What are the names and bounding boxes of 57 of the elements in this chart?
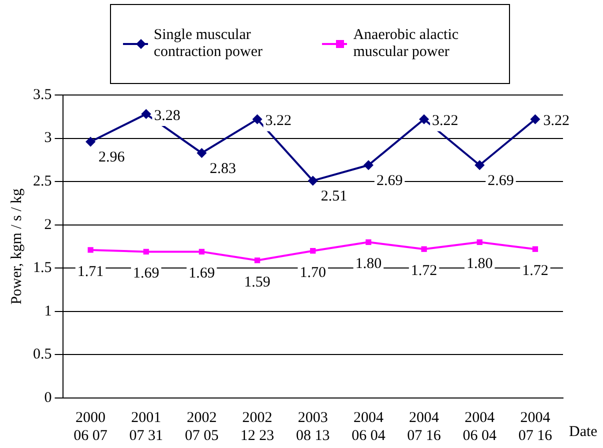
data-label: 2.69 xyxy=(376,173,403,190)
y-axis-title: Power, kgm / s / kg xyxy=(8,188,25,305)
data-label: 1.72 xyxy=(522,263,548,280)
y-tick-label: 1 xyxy=(44,303,52,320)
point xyxy=(419,114,430,124)
x-tick-label: 2004 06 04 xyxy=(352,410,386,444)
point xyxy=(86,136,96,147)
point xyxy=(88,247,94,253)
point xyxy=(530,114,540,124)
data-label: 2.83 xyxy=(210,160,236,177)
point xyxy=(196,148,207,158)
x-tick-label: 2002 07 05 xyxy=(184,410,219,444)
x-tick-label: 2002 12 23 xyxy=(240,410,274,444)
legend-label: Anaerobic alactic muscular power xyxy=(353,27,460,61)
point xyxy=(474,160,485,170)
data-label: 1.59 xyxy=(244,274,270,290)
data-label: 3.22 xyxy=(265,113,292,130)
data-label: 2.51 xyxy=(320,188,348,205)
data-label: 3.28 xyxy=(154,108,180,124)
point xyxy=(198,248,205,255)
y-tick-label: 0.5 xyxy=(33,346,52,363)
y-tick-label: 3.5 xyxy=(33,86,52,103)
data-label: 1.71 xyxy=(77,264,104,280)
data-label: 1.69 xyxy=(133,266,160,282)
point xyxy=(532,246,538,252)
data-label: 2.69 xyxy=(488,173,514,190)
x-axis-title: Date xyxy=(569,424,598,440)
point xyxy=(254,258,260,264)
data-label: 1.80 xyxy=(355,256,382,272)
data-label: 1.70 xyxy=(300,264,326,281)
y-tick-label: 3 xyxy=(44,130,52,146)
y-tick-label: 0 xyxy=(44,390,52,406)
x-tick-label: 2000 06 07 xyxy=(74,410,108,444)
y-tick-label: 2 xyxy=(44,216,52,233)
data-label: 1.69 xyxy=(188,266,215,282)
point xyxy=(308,176,318,186)
point xyxy=(310,248,316,254)
data-label: 1.72 xyxy=(410,263,438,280)
point xyxy=(366,239,372,245)
data-label: 2.96 xyxy=(98,150,126,166)
x-tick-label: 2004 07 16 xyxy=(518,410,553,444)
x-tick-label: 2003 08 13 xyxy=(296,410,330,444)
data-label: 3.22 xyxy=(432,113,458,130)
point xyxy=(141,109,152,120)
point xyxy=(421,246,427,252)
point xyxy=(143,248,149,255)
point xyxy=(476,239,482,245)
x-tick-label: 2001 07 31 xyxy=(129,410,163,444)
y-tick-label: 1.5 xyxy=(33,260,52,276)
x-tick-label: 2004 06 04 xyxy=(462,410,497,444)
y-tick-label: 2.5 xyxy=(33,174,52,190)
point xyxy=(252,114,262,124)
data-label: 1.80 xyxy=(466,256,493,272)
x-tick-label: 2004 07 16 xyxy=(407,410,442,444)
legend-label: Single muscular contraction power xyxy=(154,27,264,61)
data-label: 3.22 xyxy=(543,113,570,130)
point xyxy=(363,160,374,170)
